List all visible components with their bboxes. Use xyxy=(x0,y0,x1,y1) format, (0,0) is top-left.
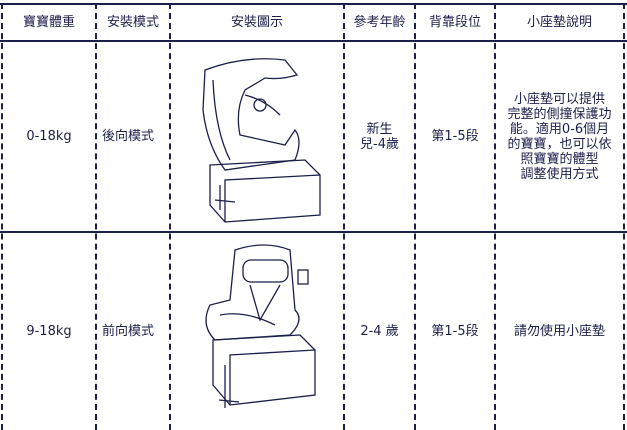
header-cell: 寶寶體重 xyxy=(22,15,75,30)
column-divider xyxy=(623,3,625,430)
text-line: 照寶寶的體型 xyxy=(520,151,599,167)
header-cell: 參考年齡 xyxy=(353,15,406,30)
rear-facing-seat-illustration xyxy=(202,58,321,223)
column-divider xyxy=(494,3,496,430)
column-divider xyxy=(343,3,345,430)
weight-cell: 0-18kg xyxy=(26,129,72,144)
text-line: 小座墊可以提供 xyxy=(513,91,605,107)
note-cell: 請勿使用小座墊 xyxy=(496,233,623,430)
column-divider xyxy=(95,3,97,430)
age-cell: 2-4 歲 xyxy=(345,233,414,430)
table-top-border xyxy=(0,3,627,5)
age-cell: 新生 兒-4歲 xyxy=(345,42,414,231)
column-divider xyxy=(169,3,171,430)
column-divider xyxy=(1,3,3,430)
text-line: 新生 xyxy=(366,121,393,137)
column-divider xyxy=(414,3,416,430)
header-cell: 背靠段位 xyxy=(428,15,481,30)
text-line: 2-4 歲 xyxy=(360,324,399,339)
row-border xyxy=(0,231,627,233)
text-line: 請勿使用小座墊 xyxy=(513,324,605,339)
text-line: 調整使用方式 xyxy=(520,166,599,182)
text-line: 能。適用0-6個月 xyxy=(509,121,610,137)
position-cell: 第1-5段 xyxy=(431,129,479,144)
text-line: 兒-4歲 xyxy=(360,136,399,152)
mode-cell: 前向模式 xyxy=(102,324,155,339)
weight-cell: 9-18kg xyxy=(26,324,72,339)
forward-facing-seat-illustration xyxy=(205,244,316,408)
position-cell: 第1-5段 xyxy=(431,324,479,339)
text-line: 完整的側撞保護功 xyxy=(507,106,612,122)
header-border xyxy=(0,40,627,42)
mode-cell: 後向模式 xyxy=(102,129,155,144)
header-cell: 安裝模式 xyxy=(106,15,159,30)
note-cell: 小座墊可以提供 完整的側撞保護功 能。適用0-6個月 的寶寶，也可以依 照寶寶的體型 調整… xyxy=(496,42,623,231)
header-cell: 小座墊說明 xyxy=(526,15,592,30)
header-cell: 安裝圖示 xyxy=(230,15,283,30)
text-line: 的寶寶，也可以依 xyxy=(507,136,612,152)
